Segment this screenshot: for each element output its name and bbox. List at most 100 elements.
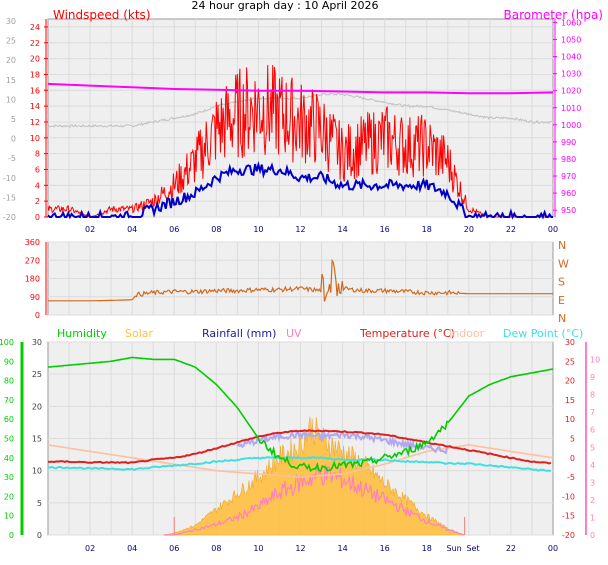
wind-outer-tick-label: -15 — [3, 193, 16, 202]
temperature-tick-label: 0 — [570, 454, 575, 463]
wind-outer-tick-label: 30 — [6, 17, 16, 26]
barometer-tick-label: 950 — [561, 206, 576, 215]
temperature-tick-label: 10 — [565, 415, 575, 424]
uv-tick-label: 4 — [590, 461, 595, 470]
hour-tick-label: 06 — [169, 225, 179, 234]
legend-entry: Indoor — [449, 327, 485, 340]
wind-direction-series — [48, 258, 553, 302]
hour-tick-label: 04 — [127, 225, 137, 234]
compass-label: S — [558, 276, 565, 289]
hour-tick-label: 16 — [380, 544, 390, 553]
wind-outer-tick-label: 0 — [11, 135, 16, 144]
hour-tick-label: 02 — [85, 225, 95, 234]
barometer-tick-label: 1020 — [561, 87, 581, 96]
wind-average-line — [47, 160, 553, 220]
uv-tick-label: 9 — [590, 373, 595, 382]
direction-tick-label: 270 — [25, 256, 40, 265]
uv-tick-label: 0 — [590, 531, 595, 540]
hour-tick-label: 22 — [506, 225, 516, 234]
uv-tick-label: 1 — [590, 513, 595, 522]
uv-tick-label: 3 — [590, 478, 595, 487]
solar-tick-label: 20 — [32, 402, 42, 411]
hour-tick-label: 04 — [127, 544, 137, 553]
barometer-tick-label: 990 — [561, 138, 576, 147]
windspeed-tick-label: 2 — [35, 197, 40, 206]
uv-tick-label: 7 — [590, 408, 595, 417]
uv-tick-label: 6 — [590, 426, 595, 435]
temperature-tick-label: 5 — [570, 435, 575, 444]
hour-tick-label: Set — [466, 544, 479, 553]
legend-entry: Humidity — [57, 327, 107, 340]
compass-label: W — [558, 257, 569, 270]
wind-outer-tick-label: 10 — [6, 95, 16, 104]
humidity-tick-label: 70 — [4, 396, 14, 405]
humidity-tick-label: 60 — [4, 415, 14, 424]
hour-tick-label: 02 — [85, 544, 95, 553]
windspeed-axis-title: Windspeed (kts) — [53, 8, 151, 22]
humidity-tick-label: 80 — [4, 377, 14, 386]
temperature-tick-label: 20 — [565, 377, 575, 386]
hour-tick-label: Sun — [446, 544, 461, 553]
windspeed-tick-label: 18 — [30, 70, 40, 79]
wind-outer-tick-label: -5 — [8, 154, 16, 163]
humidity-tick-label: 40 — [4, 454, 14, 463]
wind-outer-tick-label: -20 — [3, 213, 16, 222]
uv-tick-label: 5 — [590, 443, 595, 452]
temp-hum-solar-legend: Humidity Solar Rainfall (mm) UV Temperature … — [57, 327, 583, 340]
uv-tick-label: 10 — [590, 356, 600, 365]
direction-tick-label: 90 — [30, 293, 40, 302]
hour-tick-label: 14 — [337, 225, 347, 234]
pressure-line — [47, 82, 554, 95]
legend-entry: Dew Point (°C) — [503, 327, 583, 340]
humidity-line — [47, 356, 554, 473]
hour-tick-label: 12 — [295, 544, 305, 553]
barometer-tick-label: 980 — [561, 155, 576, 164]
wind-baro-series — [47, 65, 554, 220]
solar-tick-label: 15 — [32, 435, 42, 444]
barometer-tick-label: 1040 — [561, 53, 581, 62]
solar-tick-label: 10 — [32, 467, 42, 476]
windspeed-tick-label: 10 — [30, 134, 40, 143]
hour-tick-label: 10 — [253, 544, 263, 553]
indoor-temp-line — [47, 444, 554, 478]
hour-tick-label: 10 — [253, 225, 263, 234]
temperature-tick-label: 25 — [565, 357, 575, 366]
legend-entry: Solar — [125, 327, 154, 340]
temperature-tick-label: 30 — [565, 338, 575, 347]
hour-tick-label: 22 — [506, 544, 516, 553]
humidity-tick-label: 0 — [9, 531, 14, 540]
windspeed-line — [47, 65, 553, 218]
wind-outer-tick-label: 20 — [6, 56, 16, 65]
windspeed-tick-label: 16 — [30, 86, 40, 95]
uv-tick-label: 8 — [590, 391, 595, 400]
direction-tick-label: 0 — [35, 311, 40, 320]
wind-outer-tick-label: 15 — [6, 76, 16, 85]
temperature-tick-label: -20 — [562, 531, 575, 540]
temp-hum-solar-series — [47, 356, 554, 536]
hour-tick-label: 12 — [295, 225, 305, 234]
wind-outer-tick-label: 5 — [11, 115, 16, 124]
hour-tick-label: 20 — [464, 225, 474, 234]
solar-tick-label: 30 — [32, 338, 42, 347]
windspeed-tick-label: 14 — [30, 102, 40, 111]
windspeed-tick-label: 22 — [30, 39, 40, 48]
wind-baro-grid — [48, 19, 553, 218]
windspeed-tick-label: 8 — [35, 150, 40, 159]
page-title: 24 hour graph day : 10 April 2026 — [192, 0, 379, 12]
legend-entry: Temperature (°C) — [359, 327, 455, 340]
hour-tick-label: 14 — [337, 544, 347, 553]
windspeed-tick-label: 4 — [35, 181, 40, 190]
solar-tick-label: 5 — [37, 499, 42, 508]
uv-line — [163, 464, 465, 536]
barometer-axis-title: Barometer (hpa) — [504, 8, 603, 22]
barometer-tick-label: 1030 — [561, 70, 581, 79]
temperature-tick-label: -10 — [562, 492, 575, 501]
hour-tick-label: 00 — [548, 225, 558, 234]
barometer-tick-label: 1000 — [561, 121, 581, 130]
windspeed-tick-label: 20 — [30, 55, 40, 64]
temperature-tick-label: -5 — [567, 473, 575, 482]
